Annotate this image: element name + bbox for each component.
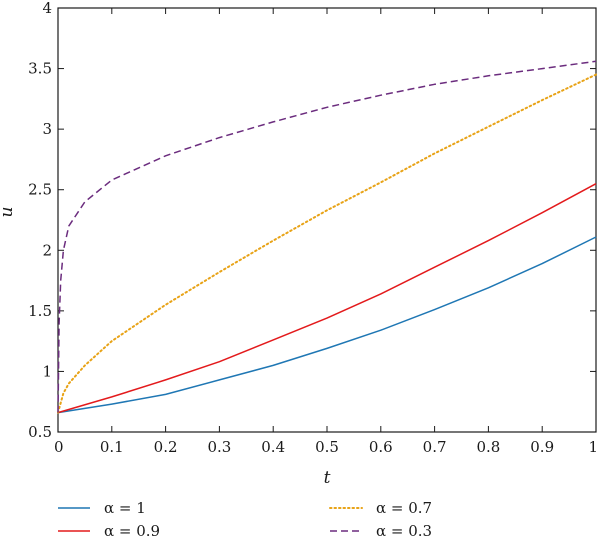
plot-area <box>57 7 597 433</box>
y-axis-title: u <box>0 207 17 218</box>
series-line <box>57 60 597 413</box>
legend-label: α = 0.3 <box>376 522 432 540</box>
y-tick-label: 2 <box>42 241 52 259</box>
series-layer <box>57 60 597 414</box>
y-tick-label: 1.5 <box>28 302 52 320</box>
y-tick-label: 4 <box>42 0 52 17</box>
x-tick-label: 0.6 <box>369 438 393 456</box>
x-tick-label: 0.2 <box>154 438 178 456</box>
x-tick-label: 0 <box>54 438 64 456</box>
y-tick-label: 0.5 <box>28 423 52 441</box>
y-tick-label: 3 <box>42 120 52 138</box>
y-tick-label: 1 <box>42 362 52 380</box>
plot-frame <box>57 7 597 433</box>
x-tick-label: 0.9 <box>530 438 554 456</box>
y-axis-ticks: 0.5 1 1.5 2 2.5 3 3.5 4 <box>28 0 596 441</box>
x-tick-label: 0.4 <box>261 438 285 456</box>
series-line <box>57 183 597 414</box>
x-tick-label: 0.3 <box>207 438 231 456</box>
y-tick-label: 2.5 <box>28 181 52 199</box>
legend-label: α = 1 <box>104 499 146 517</box>
legend-label: α = 0.7 <box>376 499 432 517</box>
y-tick-label: 3.5 <box>28 60 52 78</box>
x-tick-label: 0.1 <box>100 438 124 456</box>
x-axis-title: t <box>324 468 331 488</box>
x-tick-label: 0.7 <box>423 438 447 456</box>
series-line <box>57 236 597 414</box>
x-tick-label: 1 <box>588 438 598 456</box>
legend: α = 1 α = 0.9 α = 0.7 α = 0.3 <box>58 499 432 540</box>
legend-label: α = 0.9 <box>104 522 160 540</box>
x-axis-ticks: 0 0.1 0.2 0.3 0.4 0.5 0.6 0.7 0.8 0.9 1 <box>54 8 598 456</box>
x-tick-label: 0.5 <box>315 438 339 456</box>
x-tick-label: 0.8 <box>476 438 500 456</box>
series-line <box>57 73 597 414</box>
